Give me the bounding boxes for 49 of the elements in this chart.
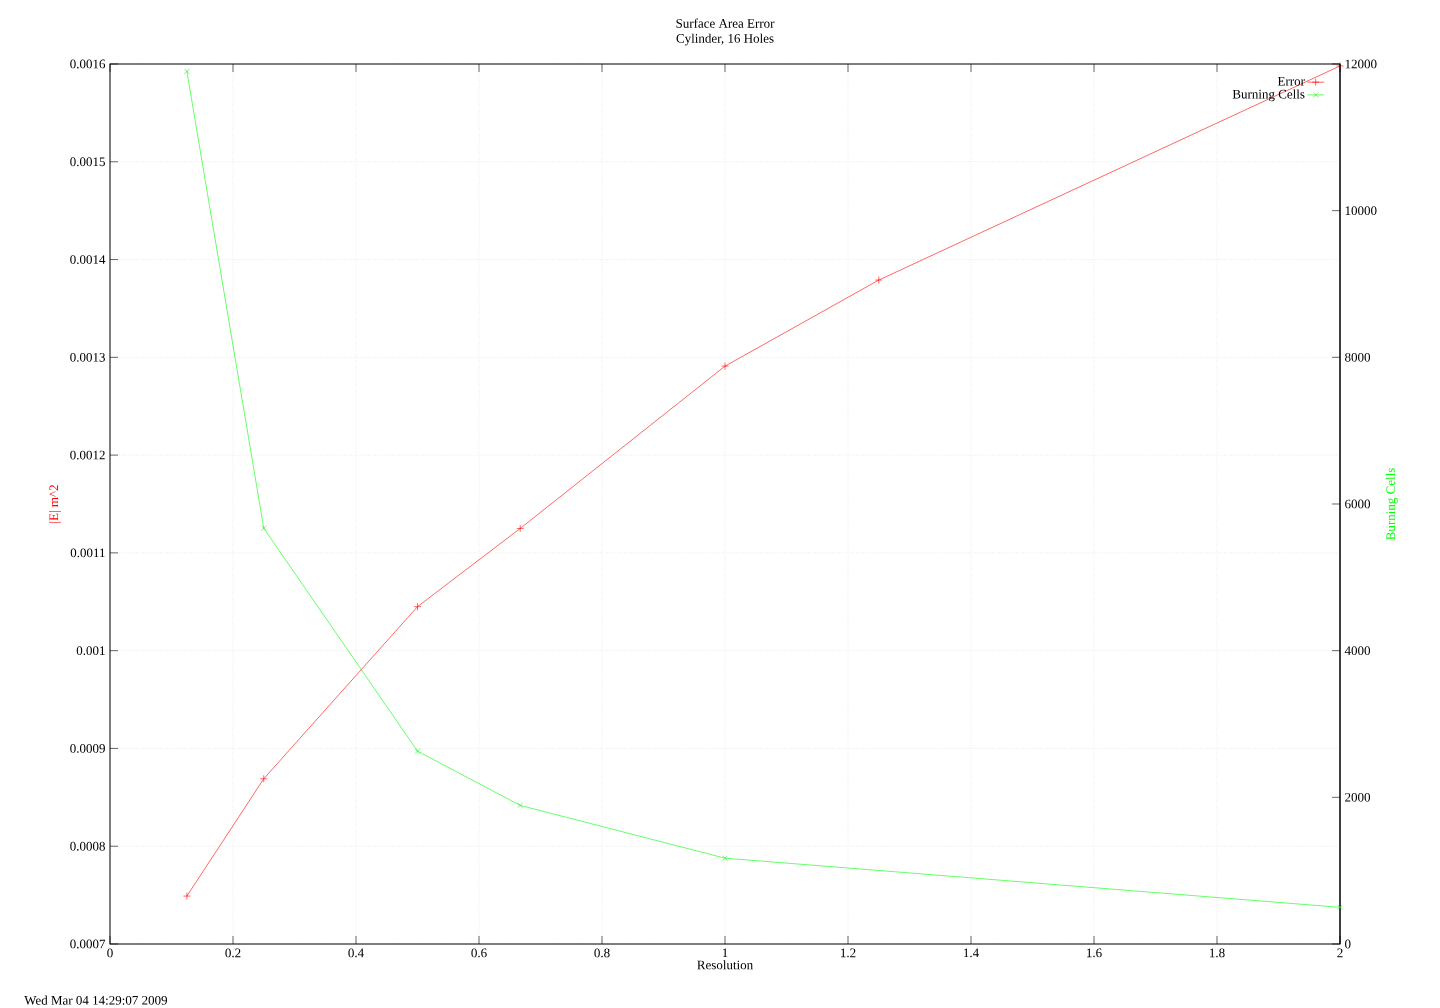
- x-tick-label: 0.6: [471, 948, 487, 958]
- x-tick-label: 2: [1337, 948, 1343, 958]
- y-tick-label: 0.0012: [70, 450, 105, 460]
- y2-tick-label: 2000: [1345, 792, 1371, 802]
- x-tick-label: 0.4: [348, 948, 364, 958]
- text: Wed Mar 04 14:29:07 2009: [24, 995, 168, 1005]
- y2-tick-label: 8000: [1345, 352, 1371, 362]
- y-tick-label: 0.0009: [70, 744, 105, 753]
- x-tick-label: 0.2: [225, 948, 241, 958]
- y-tick-label: 0.0014: [70, 255, 106, 264]
- x-tick-label: 1.2: [841, 948, 856, 958]
- x-tick-label: 1.4: [964, 948, 979, 958]
- point: [414, 748, 421, 754]
- y2-axis-title: Burning Cells: [1385, 468, 1398, 540]
- y-tick-label: 0.0011: [70, 548, 105, 558]
- y2-tick-label: 10000: [1345, 206, 1377, 216]
- y-axis-title: |E| m^2: [49, 485, 61, 523]
- point: [260, 525, 267, 531]
- legend-label: Burning Cells: [1232, 89, 1305, 102]
- point: [259, 774, 268, 783]
- x-tick-label: 1: [722, 948, 728, 958]
- y2-tick-label: 4000: [1344, 646, 1371, 656]
- y-tick-label: 0.0008: [70, 841, 105, 851]
- point: [722, 855, 728, 861]
- x-tick-label: 0: [107, 948, 113, 958]
- y2-tick-label: 12000: [1345, 59, 1377, 69]
- point: [1336, 62, 1344, 70]
- y-tick-label: 0.0007: [70, 939, 106, 949]
- y-tick-label: 0.0016: [70, 59, 106, 69]
- point: [721, 362, 729, 370]
- x-tick-label: 1.8: [1210, 948, 1225, 958]
- y-tick-label: 0.0013: [70, 352, 105, 362]
- point: [413, 602, 422, 611]
- y2-tick-label: 6000: [1345, 499, 1371, 509]
- point: [874, 276, 883, 284]
- y-tick-label: 0.0015: [70, 157, 105, 167]
- point: [1337, 904, 1343, 911]
- x-axis-title: Resolution: [697, 960, 753, 970]
- chart-subtitle: Cylinder, 16 Holes: [676, 33, 774, 46]
- point: [183, 892, 191, 900]
- point: [184, 68, 190, 75]
- x-tick-label: 0.8: [594, 948, 610, 958]
- y2-tick-label: 0: [1345, 939, 1351, 949]
- point: [517, 802, 523, 809]
- legend-label: Error: [1277, 76, 1305, 86]
- chart-title: Surface Area Error: [676, 18, 775, 28]
- point: [516, 524, 525, 533]
- y-tick-label: 0.001: [76, 646, 105, 656]
- x-tick-label: 1.6: [1087, 948, 1102, 958]
